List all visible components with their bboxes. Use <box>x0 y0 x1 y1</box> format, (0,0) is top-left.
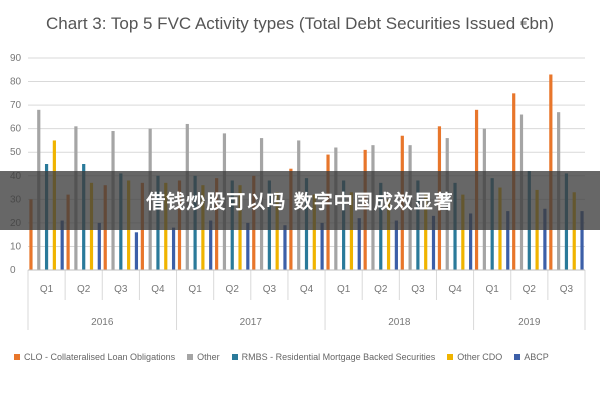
x-tick-label: Q1 <box>485 284 499 295</box>
bar <box>134 232 139 270</box>
bar <box>506 211 510 270</box>
chart-legend: CLO - Collateralised Loan Obligations Oth… <box>14 352 600 362</box>
x-tick-label: Q3 <box>411 284 425 295</box>
legend-label: Other <box>197 352 220 362</box>
bar <box>349 192 354 270</box>
y-tick-label: 60 <box>10 124 22 135</box>
x-tick-label: Q2 <box>523 284 537 295</box>
y-tick-label: 0 <box>10 265 16 276</box>
year-label: 2019 <box>518 317 541 328</box>
x-tick-label: Q2 <box>226 284 240 295</box>
y-tick-label: 70 <box>10 100 22 111</box>
legend-item: Other <box>187 352 220 362</box>
x-tick-label: Q1 <box>40 284 54 295</box>
bar <box>543 208 547 270</box>
y-tick-label: 90 <box>10 53 22 64</box>
y-tick-label: 80 <box>10 77 22 88</box>
bar <box>461 194 465 270</box>
legend-item: RMBS - Residential Mortgage Backed Secur… <box>231 352 436 362</box>
overlay-banner: 借钱炒股可以吗 数字中国成效显著 <box>0 171 600 230</box>
legend-swatch <box>447 354 454 360</box>
x-tick-label: Q3 <box>114 284 128 295</box>
bar <box>171 227 176 270</box>
y-tick-label: 50 <box>10 147 22 158</box>
x-tick-label: Q4 <box>300 284 314 295</box>
year-label: 2016 <box>91 317 114 328</box>
x-tick-label: Q2 <box>374 284 388 295</box>
banner-text: 借钱炒股可以吗 数字中国成效显著 <box>146 191 454 213</box>
legend-item: Other CDO <box>447 352 502 362</box>
year-label: 2017 <box>240 317 263 328</box>
legend-label: RMBS - Residential Mortgage Backed Secur… <box>241 352 436 362</box>
x-tick-label: Q4 <box>151 284 165 295</box>
bar <box>66 194 70 270</box>
legend-item: CLO - Collateralised Loan Obligations <box>14 352 175 362</box>
legend-label: Other CDO <box>457 352 503 362</box>
bar <box>386 199 391 270</box>
bar <box>246 222 250 270</box>
y-tick-label: 10 <box>10 241 22 252</box>
legend-swatch <box>187 354 194 360</box>
bar <box>60 220 64 270</box>
bar <box>580 211 584 270</box>
legend-swatch <box>231 354 238 360</box>
bar <box>357 218 361 270</box>
chart-title: Chart 3: Top 5 FVC Activity types (Total… <box>45 14 555 33</box>
legend-item: ABCP <box>514 352 549 362</box>
bar <box>209 220 213 270</box>
x-tick-label: Q4 <box>448 284 462 295</box>
year-label: 2018 <box>388 317 411 328</box>
bar <box>469 213 473 270</box>
bar <box>431 215 436 270</box>
bar <box>312 194 316 270</box>
bar <box>424 194 428 270</box>
legend-swatch <box>14 354 20 360</box>
bar <box>275 192 279 270</box>
bar <box>283 225 287 270</box>
x-tick-label: Q3 <box>263 284 277 295</box>
bar <box>320 222 324 270</box>
legend-label: CLO - Collateralised Loan Obligations <box>24 352 176 362</box>
legend-swatch <box>514 354 521 360</box>
bar <box>97 222 101 270</box>
bar <box>29 199 33 270</box>
bar <box>394 220 398 270</box>
x-tick-label: Q3 <box>560 284 574 295</box>
x-tick-label: Q2 <box>77 284 91 295</box>
bar <box>572 192 576 270</box>
x-tick-label: Q1 <box>337 284 351 295</box>
legend-label: ABCP <box>524 352 549 362</box>
x-tick-label: Q1 <box>188 284 202 295</box>
